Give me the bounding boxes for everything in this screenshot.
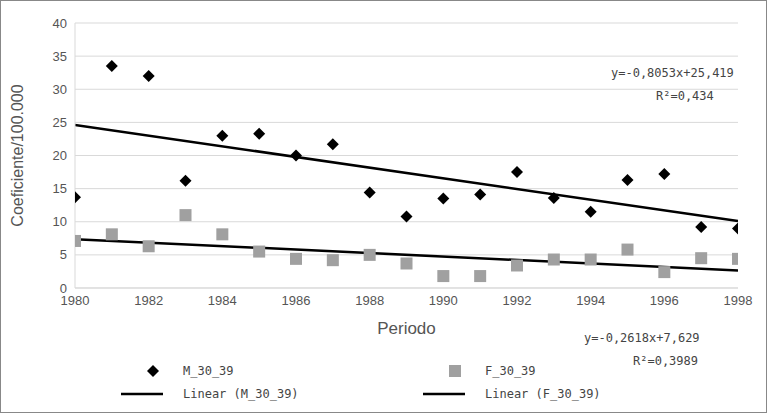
html-text:R²=0,3989: R²=0,3989 [633,354,698,368]
svg-text:Coeficiente/100.000: Coeficiente/100.000 [9,84,26,226]
svg-text:20: 20 [53,148,67,163]
svg-text:1986: 1986 [282,293,311,308]
svg-text:35: 35 [53,49,67,64]
html-text:y=-0,2618x+7,629: y=-0,2618x+7,629 [584,331,700,345]
svg-text:1988: 1988 [355,293,384,308]
svg-text:1996: 1996 [650,293,679,308]
svg-text:1984: 1984 [208,293,237,308]
svg-text:30: 30 [53,82,67,97]
svg-text:1998: 1998 [724,293,753,308]
svg-text:40: 40 [53,16,67,31]
html-text:F_30_39: F_30_39 [485,364,536,378]
svg-text:5: 5 [60,247,67,262]
html-text:R²=0,434: R²=0,434 [656,89,714,103]
svg-text:Periodo: Periodo [377,319,436,336]
svg-text:1980: 1980 [60,293,90,309]
svg-text:0: 0 [60,281,67,296]
svg-text:10: 10 [53,214,67,229]
html-text:Linear (F_30_39): Linear (F_30_39) [485,387,601,401]
html-text:y=-0,8053x+25,419: y=-0,8053x+25,419 [611,66,734,80]
svg-text:1982: 1982 [134,293,163,308]
svg-text:25: 25 [53,115,67,130]
svg-text:15: 15 [53,181,67,196]
html-text:Linear (M_30_39): Linear (M_30_39) [183,387,299,401]
svg-text:1994: 1994 [576,293,605,308]
html-text:M_30_39: M_30_39 [183,364,234,378]
svg-text:1990: 1990 [429,293,458,308]
svg-text:1992: 1992 [503,293,532,308]
